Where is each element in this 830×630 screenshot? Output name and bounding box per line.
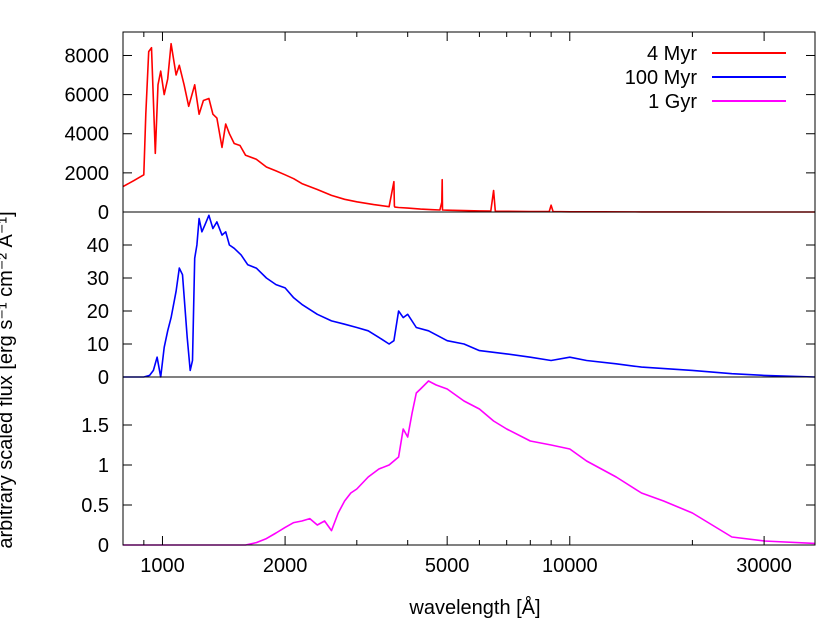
x-tick-label: 10000 <box>542 555 598 577</box>
y-tick-label: 0 <box>98 367 109 389</box>
plot-frame <box>122 31 816 546</box>
x-tick-label: 2000 <box>263 555 308 577</box>
panel-2: 0 10 20 30 40 <box>87 214 816 389</box>
y-tick-label: 6000 <box>65 85 110 107</box>
legend-label-1: 4 Myr <box>647 43 697 65</box>
y-tick-label: 10 <box>87 334 109 356</box>
x-axis-title: wavelength [Å] <box>408 596 540 619</box>
legend-label-2: 100 Myr <box>625 67 698 89</box>
series-line-2 <box>123 214 816 378</box>
y-tick-label: 0 <box>98 535 109 557</box>
y-tick-label: 2000 <box>65 163 110 185</box>
legend-label-3: 1 Gyr <box>648 91 697 113</box>
y-tick-label: 20 <box>87 301 109 323</box>
series-line-3 <box>123 380 816 546</box>
y-tick-label: 8000 <box>65 45 110 67</box>
panel-3: 0 0.5 1 1.5 <box>81 380 816 557</box>
y-tick-label: 4000 <box>65 124 110 146</box>
y-axis-title: arbitrary scaled flux [erg s⁻¹ cm⁻² Å⁻¹] <box>0 211 17 548</box>
ticks-layer: 1000 2000 5000 10000 30000 <box>122 31 816 577</box>
x-tick-label: 5000 <box>425 555 470 577</box>
panels-layer: 0 2000 4000 6000 8000 0 10 20 30 40 0 0.5 1 1.5 <box>65 42 816 557</box>
y-tick-label: 30 <box>87 268 109 290</box>
x-tick-label: 30000 <box>736 555 792 577</box>
y-tick-label: 40 <box>87 235 109 257</box>
y-tick-label: 0 <box>98 202 109 224</box>
y-tick-label: 0.5 <box>81 495 109 517</box>
panel-1: 0 2000 4000 6000 8000 <box>65 42 815 224</box>
x-tick-label: 1000 <box>140 555 185 577</box>
y-tick-label: 1.5 <box>81 415 109 437</box>
y-tick-label: 1 <box>98 455 109 477</box>
series-line-1 <box>122 42 815 213</box>
